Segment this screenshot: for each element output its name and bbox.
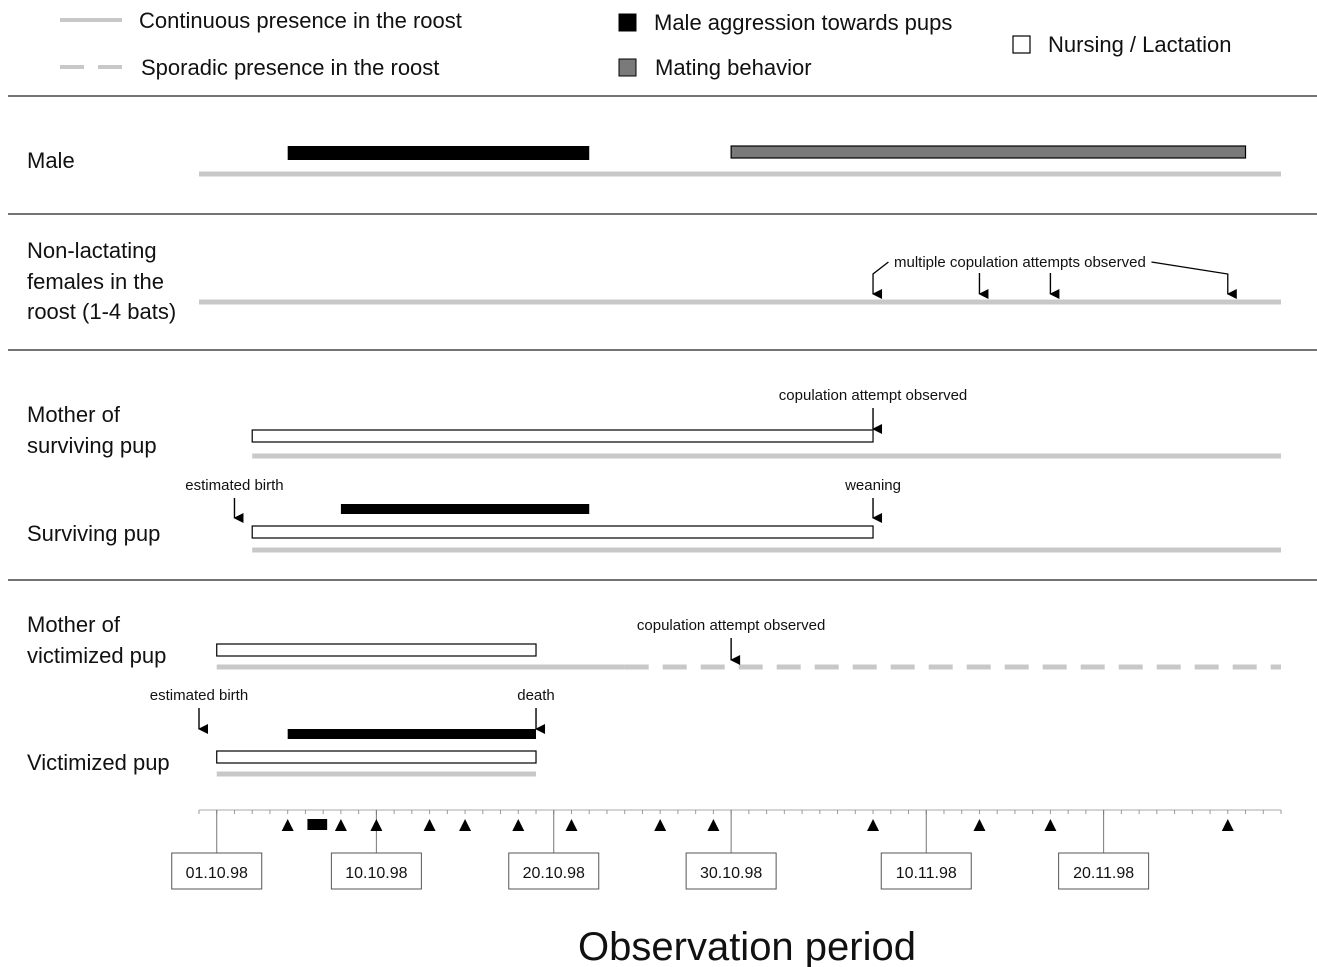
x-tick-label-box-1 — [171, 852, 263, 890]
row-3-annotation-1: copulation attempt observed — [779, 387, 967, 404]
row-6-label-line-1: Victimized pup — [27, 750, 170, 775]
axis-triangle-marker-10 — [867, 819, 880, 831]
axis-triangle-marker-4 — [423, 819, 436, 831]
x-tick-label-box-3 — [508, 852, 600, 890]
row-5-label-line-1: Mother of — [27, 612, 121, 637]
x-tick-label-4: 30.10.98 — [700, 865, 762, 882]
row-2-label-line-3: roost (1-4 bats) — [27, 299, 176, 324]
row-4-annotation-2: weaning — [844, 477, 901, 494]
axis-triangle-marker-6 — [512, 819, 525, 831]
axis-triangle-marker-7 — [565, 819, 578, 831]
row-3-label-line-1: Mother of — [27, 402, 121, 427]
axis-triangle-marker-11 — [973, 819, 986, 831]
row-6-bar-nursing-2 — [216, 750, 537, 764]
row-4-bar-nursing-2 — [251, 525, 874, 539]
row-1-bar-mating-2 — [730, 145, 1247, 159]
row-1-bar-aggression-1 — [287, 146, 590, 160]
x-tick-label-1: 01.10.98 — [186, 865, 248, 882]
legend-label-nursing: Nursing / Lactation — [1048, 32, 1231, 57]
row-6-annotation-2: death — [517, 687, 555, 704]
row-6-bar-aggression-1 — [287, 729, 537, 739]
row-2-label-line-1: Non-lactating — [27, 238, 157, 263]
axis-triangle-marker-3 — [370, 819, 383, 831]
x-tick-label-2: 10.10.98 — [345, 865, 407, 882]
x-tick-label-6: 20.11.98 — [1073, 865, 1134, 882]
axis-triangle-marker-8 — [654, 819, 667, 831]
axis-block-marker — [307, 819, 328, 830]
legend-label-mating: Mating behavior — [655, 55, 812, 80]
x-tick-label-3: 20.10.98 — [523, 865, 585, 882]
axis-triangle-marker-5 — [459, 819, 472, 831]
axis-triangle-marker-2 — [334, 819, 347, 831]
x-tick-label-box-6 — [1058, 852, 1150, 890]
row-2-group-arrow-right — [1151, 261, 1237, 299]
row-3-label-line-2: surviving pup — [27, 433, 157, 458]
axis-triangle-marker-9 — [707, 819, 720, 831]
x-tick-label-box-4 — [685, 852, 777, 890]
row-4-label-line-1: Surviving pup — [27, 521, 160, 546]
legend-label-continuous: Continuous presence in the roost — [139, 8, 462, 33]
axis-triangle-marker-12 — [1044, 819, 1057, 831]
row-1-label-line-1: Male — [27, 148, 75, 173]
legend-swatch-mating — [618, 58, 637, 77]
row-2-group-annotation: multiple copulation attempts observed — [894, 254, 1146, 271]
axis-triangle-marker-1 — [281, 819, 294, 831]
x-axis-title: Observation period — [578, 925, 916, 967]
x-tick-label-box-5 — [880, 852, 972, 890]
row-5-annotation-1: copulation attempt observed — [637, 617, 825, 634]
legend-swatch-nursing — [1012, 35, 1031, 54]
row-6-annotation-1: estimated birth — [150, 687, 248, 704]
row-4-annotation-1: estimated birth — [185, 477, 283, 494]
legend-swatch-aggression — [618, 13, 637, 32]
axis-triangle-marker-13 — [1221, 819, 1234, 831]
row-3-bar-nursing-1 — [251, 429, 874, 443]
row-2-group-arrow-left — [872, 261, 889, 299]
legend-label-aggression: Male aggression towards pups — [654, 10, 952, 35]
row-4-bar-aggression-1 — [340, 504, 590, 514]
x-tick-label-box-2 — [330, 852, 422, 890]
legend-label-sporadic: Sporadic presence in the roost — [141, 55, 439, 80]
row-5-label-line-2: victimized pup — [27, 643, 166, 668]
row-2-label-line-2: females in the — [27, 269, 164, 294]
row-5-bar-nursing-1 — [216, 643, 537, 657]
x-tick-label-5: 10.11.98 — [896, 865, 957, 882]
